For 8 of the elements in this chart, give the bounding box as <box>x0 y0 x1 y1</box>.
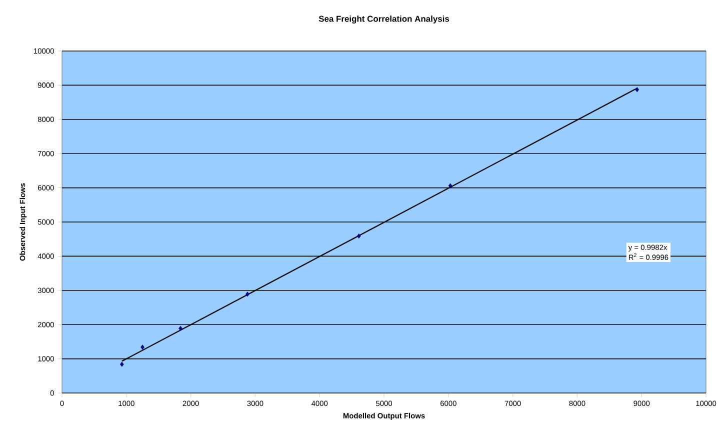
chart-title: Sea Freight Correlation Analysis <box>318 16 450 24</box>
point <box>448 183 452 188</box>
point <box>356 234 361 239</box>
point <box>635 87 640 92</box>
point <box>140 344 144 350</box>
point <box>178 326 182 331</box>
point <box>120 362 124 367</box>
point <box>246 292 250 297</box>
